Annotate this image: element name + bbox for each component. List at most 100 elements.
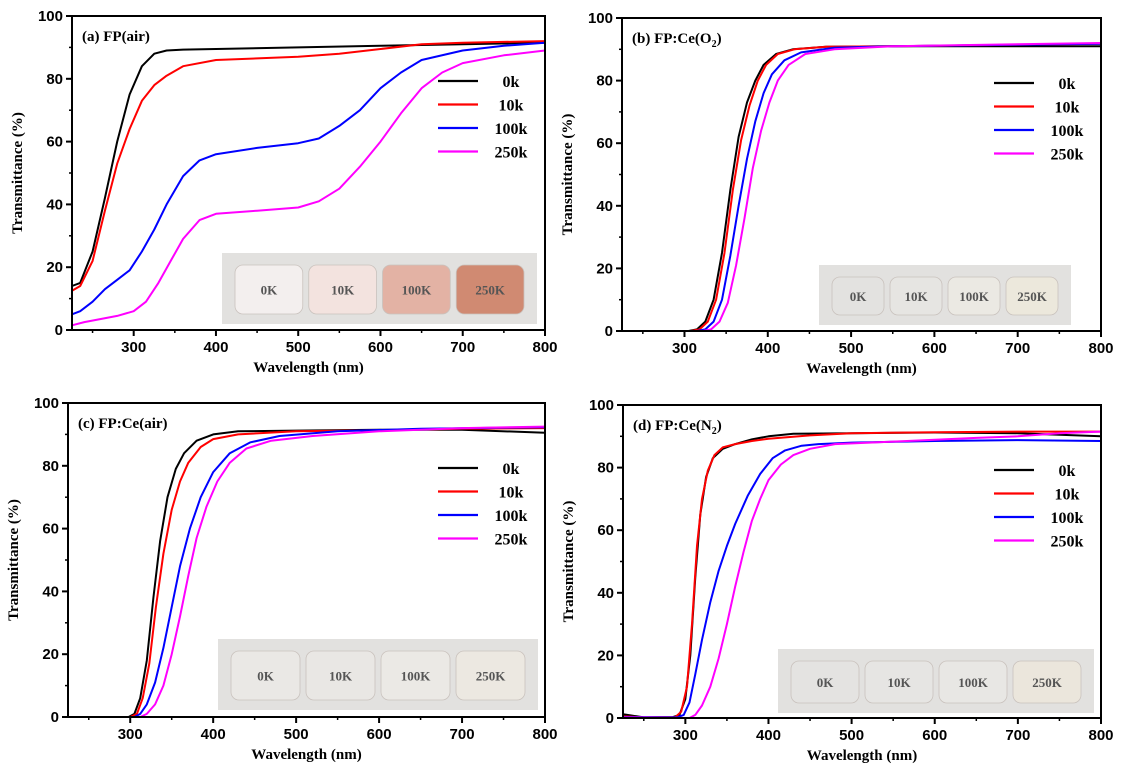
series-line-10k	[71, 40, 546, 292]
inset-photo: 0K 10K 100K 250K	[222, 253, 537, 324]
y-tick-label: 60	[46, 134, 63, 151]
panel-label: (d) FP:Ce(N2)	[633, 418, 722, 437]
legend-label-0k: 0k	[503, 74, 520, 91]
panel-d: 0K 10K 100K 250K 0 20 40 60 80 100 300 400 500 600 700…	[561, 397, 1114, 764]
y-tick-label: 0	[51, 709, 59, 726]
x-axis-title: Wavelength (nm)	[251, 747, 361, 763]
sample-chip	[380, 650, 451, 701]
sample-label: 250K	[1032, 675, 1063, 690]
series-line-10k	[622, 42, 1102, 332]
y-tick-label: 0	[606, 710, 614, 727]
x-tick-label: 400	[203, 339, 228, 356]
inset-photo: 0K 10K 100K 250K	[778, 649, 1094, 713]
x-axis-title: Wavelength (nm)	[806, 361, 916, 377]
y-tick-label: 0	[55, 322, 63, 339]
y-tick-label: 20	[596, 260, 613, 277]
y-tick-label: 60	[597, 522, 614, 539]
legend: 0k 10k 100k 250k	[994, 463, 1084, 551]
sample-label: 250K	[1017, 289, 1048, 304]
panel-label: (a) FP(air)	[82, 29, 150, 45]
x-tick-label: 700	[1005, 727, 1030, 744]
series-line-100k	[622, 42, 1102, 332]
series-line-250k	[68, 425, 546, 718]
x-axis-title: Wavelength (nm)	[253, 360, 363, 376]
panel-b: 0K 10K 100K 250K 0 20 40 60 80 100 300 400 500 600 700…	[560, 10, 1114, 377]
x-tick-label: 600	[367, 726, 392, 743]
legend-label-100k: 100k	[1051, 510, 1084, 527]
sample-label: 10K	[904, 289, 928, 304]
sample-chip	[889, 276, 943, 316]
y-tick-label: 100	[588, 10, 613, 27]
series-line-0k	[71, 41, 546, 287]
legend-label-10k: 10k	[499, 98, 524, 115]
sample-label: 0K	[817, 675, 835, 690]
y-tick-label: 40	[596, 198, 613, 215]
legend-label-250k: 250k	[495, 532, 528, 549]
legend-label-250k: 250k	[1051, 534, 1084, 551]
y-tick-label: 20	[46, 259, 63, 276]
x-tick-label: 400	[756, 727, 781, 744]
x-tick-label: 800	[532, 339, 557, 356]
sample-label: 10K	[329, 669, 353, 684]
sample-label: 250K	[476, 669, 507, 684]
sample-chip	[1012, 660, 1082, 704]
sample-label: 0K	[257, 669, 275, 684]
panel-label-main: (b) FP:Ce(O	[632, 31, 712, 47]
y-tick-label: 80	[597, 460, 614, 477]
y-tick-label: 80	[46, 71, 63, 88]
legend-label-0k: 0k	[1059, 76, 1076, 93]
x-tick-label: 500	[839, 340, 864, 357]
sample-chip	[230, 650, 301, 701]
y-axis-title: Transmittance (%)	[6, 499, 22, 621]
legend: 0k 10k 100k 250k	[438, 461, 528, 549]
sample-label: 250K	[475, 283, 506, 298]
sample-label: 0K	[850, 289, 868, 304]
legend-label-100k: 100k	[495, 508, 528, 525]
sample-label: 100K	[401, 669, 432, 684]
sample-chip	[938, 660, 1008, 704]
series-line-100k	[71, 41, 546, 316]
sample-label: 0K	[261, 283, 279, 298]
inset-photo: 0K 10K 100K 250K	[218, 639, 538, 710]
sample-chip	[1005, 276, 1059, 316]
sample-chip	[947, 276, 1001, 316]
legend-label-0k: 0k	[1059, 463, 1076, 480]
x-tick-label: 300	[121, 339, 146, 356]
y-tick-label: 80	[42, 458, 59, 475]
legend-label-250k: 250k	[495, 145, 528, 162]
sample-label: 100K	[959, 289, 990, 304]
x-tick-label: 300	[118, 726, 143, 743]
panel-label-subscript: 2	[712, 39, 717, 50]
x-tick-label: 300	[672, 340, 697, 357]
x-tick-label: 500	[284, 726, 309, 743]
x-tick-label: 600	[922, 340, 947, 357]
sample-chip	[382, 264, 451, 315]
legend-label-100k: 100k	[1051, 123, 1084, 140]
sample-label: 10K	[887, 675, 911, 690]
sample-label: 10K	[331, 283, 355, 298]
x-tick-label: 500	[286, 339, 311, 356]
panel-label-main: (d) FP:Ce(N	[633, 418, 712, 434]
legend: 0k 10k 100k 250k	[994, 76, 1084, 164]
y-tick-label: 40	[42, 583, 59, 600]
x-tick-label: 400	[755, 340, 780, 357]
legend-label-100k: 100k	[495, 121, 528, 138]
x-tick-label: 700	[1005, 340, 1030, 357]
y-tick-label: 100	[589, 397, 614, 414]
sample-chip	[455, 264, 525, 315]
y-tick-label: 100	[34, 395, 59, 412]
sample-chip	[790, 660, 860, 704]
y-axis-title: Transmittance (%)	[561, 501, 577, 623]
x-tick-label: 400	[201, 726, 226, 743]
y-tick-label: 60	[42, 521, 59, 538]
series-line-100k	[68, 426, 546, 718]
series-line-250k	[622, 430, 1102, 719]
y-tick-label: 40	[46, 196, 63, 213]
y-tick-label: 40	[597, 585, 614, 602]
y-tick-label: 80	[596, 73, 613, 90]
y-tick-label: 20	[42, 646, 59, 663]
x-tick-label: 800	[1088, 340, 1113, 357]
sample-chip	[864, 660, 934, 704]
legend: 0k 10k 100k 250k	[438, 74, 528, 162]
